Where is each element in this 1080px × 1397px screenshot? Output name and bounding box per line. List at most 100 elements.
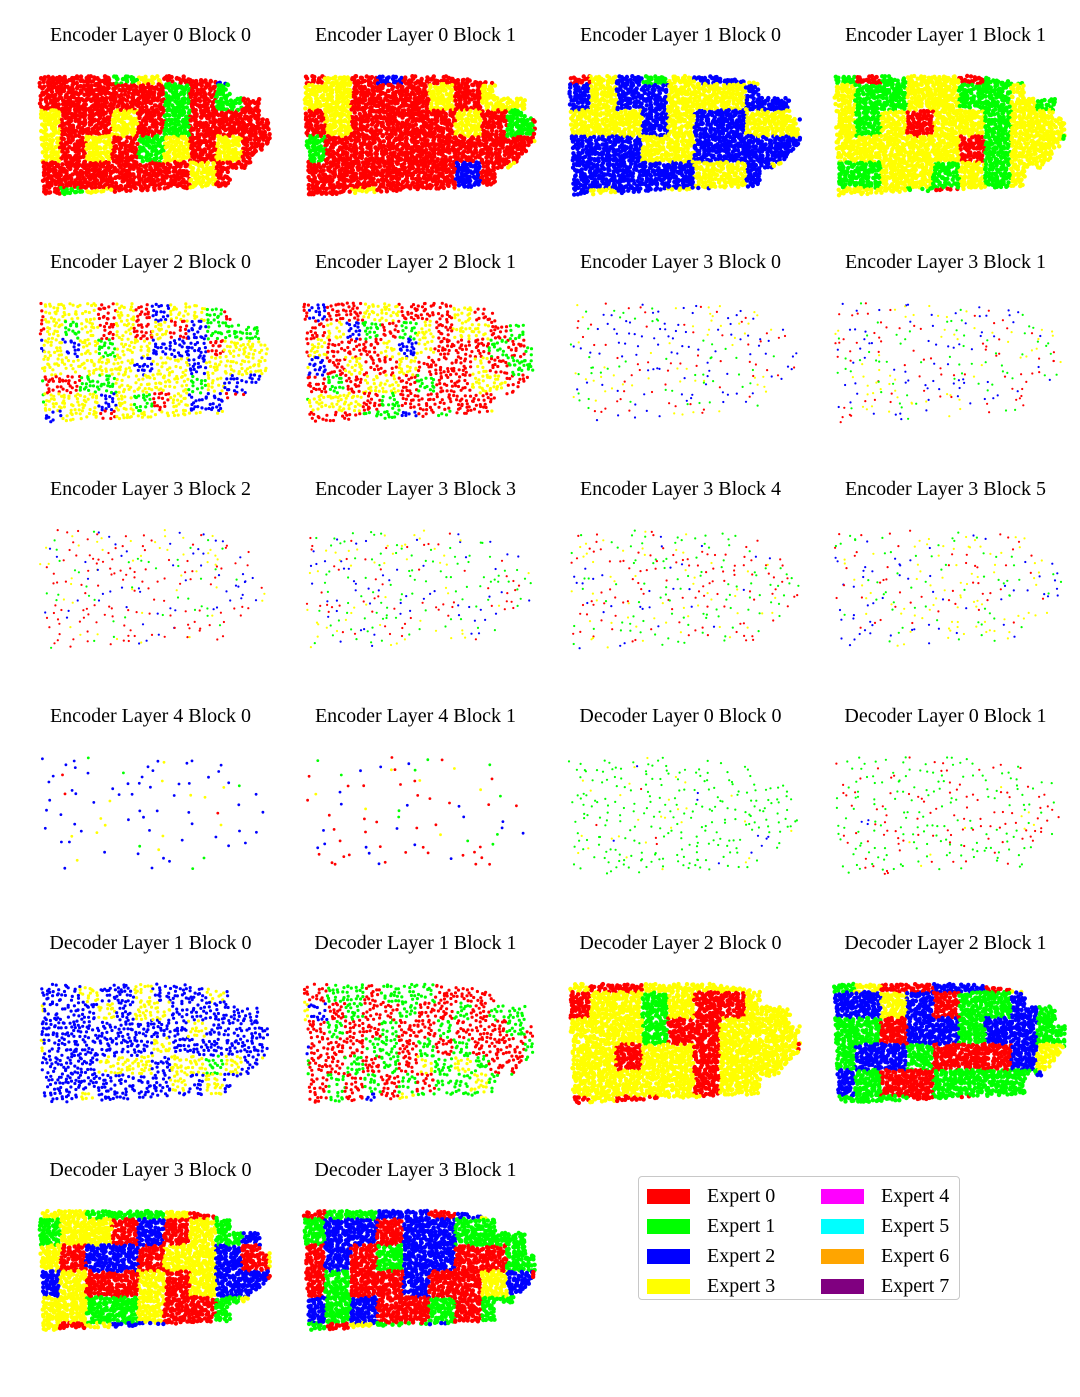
point xyxy=(120,175,125,180)
point xyxy=(193,108,198,113)
point xyxy=(497,154,502,160)
point xyxy=(528,139,534,144)
point xyxy=(124,184,129,189)
point xyxy=(491,167,496,173)
point xyxy=(404,146,410,151)
point xyxy=(247,133,253,138)
point xyxy=(471,158,476,164)
point xyxy=(93,182,98,187)
point xyxy=(255,109,261,114)
point xyxy=(194,181,199,186)
point xyxy=(89,185,95,190)
point xyxy=(306,145,311,150)
point xyxy=(435,91,441,97)
point xyxy=(184,185,190,191)
point xyxy=(321,182,327,187)
point xyxy=(41,113,47,118)
point xyxy=(118,165,124,170)
point xyxy=(371,186,376,191)
point xyxy=(470,164,475,169)
point xyxy=(420,109,425,114)
point xyxy=(110,152,115,157)
point xyxy=(449,88,454,94)
point xyxy=(323,89,328,94)
point xyxy=(98,98,104,103)
point xyxy=(79,172,85,177)
point xyxy=(345,184,350,189)
point xyxy=(318,157,324,163)
point xyxy=(359,175,365,180)
point xyxy=(405,112,410,117)
point xyxy=(167,113,172,118)
point xyxy=(145,187,150,193)
point xyxy=(341,97,346,103)
point xyxy=(137,115,142,121)
point xyxy=(150,80,156,86)
point xyxy=(432,130,437,136)
point xyxy=(211,136,216,141)
point xyxy=(414,80,419,85)
point xyxy=(83,102,89,107)
point xyxy=(106,85,111,91)
point xyxy=(143,165,148,170)
point xyxy=(503,118,508,124)
point xyxy=(303,111,309,116)
point xyxy=(126,127,131,132)
point xyxy=(408,146,414,152)
point xyxy=(471,88,476,93)
point xyxy=(318,103,323,109)
point xyxy=(476,161,481,166)
point xyxy=(114,160,120,165)
point xyxy=(420,104,425,109)
point xyxy=(473,176,479,181)
point xyxy=(155,98,160,103)
point xyxy=(236,143,242,148)
point xyxy=(407,98,412,103)
point xyxy=(225,169,230,175)
point xyxy=(57,191,62,196)
point xyxy=(93,76,98,81)
point xyxy=(107,137,112,142)
point xyxy=(499,107,504,112)
point xyxy=(171,134,176,140)
point xyxy=(227,177,232,182)
point xyxy=(425,164,430,169)
point xyxy=(184,155,189,160)
point xyxy=(387,121,392,127)
point xyxy=(423,143,428,148)
point xyxy=(343,146,349,151)
point xyxy=(321,130,327,135)
point xyxy=(477,127,482,132)
point xyxy=(209,94,214,100)
point xyxy=(146,184,151,189)
point xyxy=(344,153,349,159)
point xyxy=(365,123,370,128)
point xyxy=(110,180,115,185)
point xyxy=(93,82,98,88)
point xyxy=(211,161,216,166)
point xyxy=(483,80,488,85)
point xyxy=(480,124,485,129)
point xyxy=(516,146,521,152)
panel-title: Encoder Layer 0 Block 0 xyxy=(8,22,293,48)
point xyxy=(425,100,431,106)
point xyxy=(135,141,140,147)
point xyxy=(315,120,320,125)
point xyxy=(41,92,46,97)
point xyxy=(122,109,127,114)
point xyxy=(481,164,487,169)
point xyxy=(421,124,426,130)
point xyxy=(79,189,85,194)
point xyxy=(448,155,453,160)
point xyxy=(477,143,483,148)
point xyxy=(151,137,157,142)
point xyxy=(69,176,74,181)
point xyxy=(196,163,201,168)
point xyxy=(373,124,378,129)
point xyxy=(107,117,112,122)
point xyxy=(399,125,404,130)
point xyxy=(38,97,44,102)
point xyxy=(74,80,80,86)
point xyxy=(459,116,465,122)
point xyxy=(387,167,392,172)
